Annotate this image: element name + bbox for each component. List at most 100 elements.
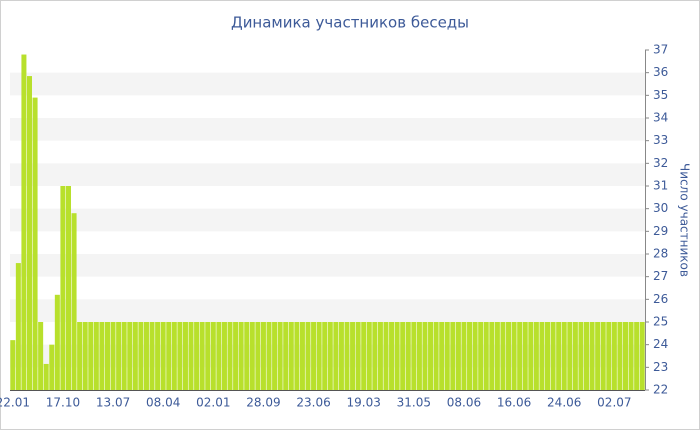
bar xyxy=(322,322,328,390)
bar xyxy=(444,322,450,390)
x-tick-label: 24.06 xyxy=(547,396,581,410)
bar xyxy=(439,322,445,390)
bar xyxy=(99,322,105,390)
bar xyxy=(260,322,266,390)
y-tick-label: 26 xyxy=(653,292,668,306)
bar xyxy=(294,322,300,390)
bar xyxy=(628,322,634,390)
bar xyxy=(43,363,49,390)
chart-title: Динамика участников беседы xyxy=(231,14,469,32)
bar xyxy=(177,322,183,390)
bar xyxy=(327,322,333,390)
bar xyxy=(517,322,523,390)
bar xyxy=(277,322,283,390)
bar xyxy=(450,322,456,390)
y-tick-label: 23 xyxy=(653,360,668,374)
bar xyxy=(104,322,110,390)
bar xyxy=(221,322,227,390)
x-tick-label: 16.06 xyxy=(497,396,531,410)
bar xyxy=(266,322,272,390)
bar xyxy=(199,322,205,390)
bar xyxy=(589,322,595,390)
grid-band xyxy=(10,299,645,322)
bar xyxy=(316,322,322,390)
bar xyxy=(182,322,188,390)
bar xyxy=(617,322,623,390)
grid-band xyxy=(10,254,645,277)
bar xyxy=(377,322,383,390)
x-tick-label: 08.06 xyxy=(447,396,481,410)
bar xyxy=(483,322,489,390)
bar xyxy=(54,294,60,390)
y-tick-label: 35 xyxy=(653,88,668,102)
x-tick-label: 08.04 xyxy=(146,396,180,410)
bar xyxy=(338,322,344,390)
bar xyxy=(405,322,411,390)
y-tick-label: 22 xyxy=(653,383,668,397)
bar xyxy=(188,322,194,390)
bar xyxy=(411,322,417,390)
bar xyxy=(394,322,400,390)
x-tick-label: 28.09 xyxy=(246,396,280,410)
bar xyxy=(71,213,77,390)
bar xyxy=(511,322,517,390)
bar xyxy=(361,322,367,390)
bar xyxy=(82,322,88,390)
bar xyxy=(283,322,289,390)
bar xyxy=(88,322,94,390)
bar xyxy=(132,322,138,390)
bar xyxy=(494,322,500,390)
bar xyxy=(255,322,261,390)
bar xyxy=(539,322,545,390)
bar xyxy=(578,322,584,390)
bar xyxy=(110,322,116,390)
y-tick-label: 28 xyxy=(653,247,668,261)
bar xyxy=(556,322,562,390)
bar xyxy=(21,54,27,391)
bar xyxy=(561,322,567,390)
bar xyxy=(500,322,506,390)
bar xyxy=(288,322,294,390)
y-tick-label: 25 xyxy=(653,315,668,329)
bar xyxy=(171,322,177,390)
bar xyxy=(333,322,339,390)
bar xyxy=(372,322,378,390)
bar xyxy=(461,322,467,390)
y-tick-label: 32 xyxy=(653,156,668,170)
grid-band xyxy=(10,208,645,232)
y-tick-label: 33 xyxy=(653,133,668,147)
x-tick-label: 02.01 xyxy=(196,396,230,410)
grid-band xyxy=(10,72,645,96)
y-tick-label: 27 xyxy=(653,269,668,283)
y-tick-label: 31 xyxy=(653,179,668,193)
bar xyxy=(595,322,601,390)
x-tick-label: 13.07 xyxy=(96,396,130,410)
bar xyxy=(584,322,590,390)
bar xyxy=(416,322,422,390)
bar xyxy=(116,322,122,390)
bar xyxy=(489,322,495,390)
y-tick-label: 37 xyxy=(653,43,668,57)
bar xyxy=(600,322,606,390)
bar xyxy=(433,322,439,390)
bar xyxy=(49,344,55,390)
bar xyxy=(545,322,551,390)
bar xyxy=(428,322,434,390)
bar xyxy=(366,322,372,390)
bar xyxy=(478,322,484,390)
bar xyxy=(65,186,71,390)
bar xyxy=(299,322,305,390)
bar xyxy=(32,97,38,390)
bar xyxy=(533,322,539,390)
bar xyxy=(210,322,216,390)
bar xyxy=(622,322,629,390)
bar xyxy=(60,186,66,390)
bar xyxy=(194,322,200,390)
y-tick-label: 36 xyxy=(653,65,668,79)
bar xyxy=(305,322,311,390)
bar xyxy=(155,322,161,390)
bar xyxy=(249,322,255,390)
x-tick-label: 19.03 xyxy=(347,396,381,410)
bar xyxy=(233,322,239,390)
